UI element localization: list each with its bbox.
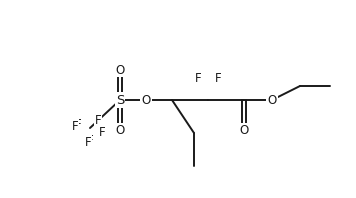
Text: S: S <box>116 93 124 107</box>
Text: O: O <box>115 64 125 76</box>
Text: F: F <box>72 120 78 132</box>
Text: O: O <box>239 124 248 136</box>
Text: O: O <box>115 124 125 136</box>
Text: O: O <box>267 93 277 107</box>
Text: F: F <box>85 135 91 148</box>
Text: F: F <box>95 113 101 127</box>
Text: F: F <box>215 71 221 85</box>
Text: F: F <box>195 71 201 85</box>
Text: F: F <box>87 133 93 147</box>
Text: F: F <box>99 126 105 138</box>
Text: O: O <box>141 93 151 107</box>
Text: F: F <box>75 118 81 131</box>
